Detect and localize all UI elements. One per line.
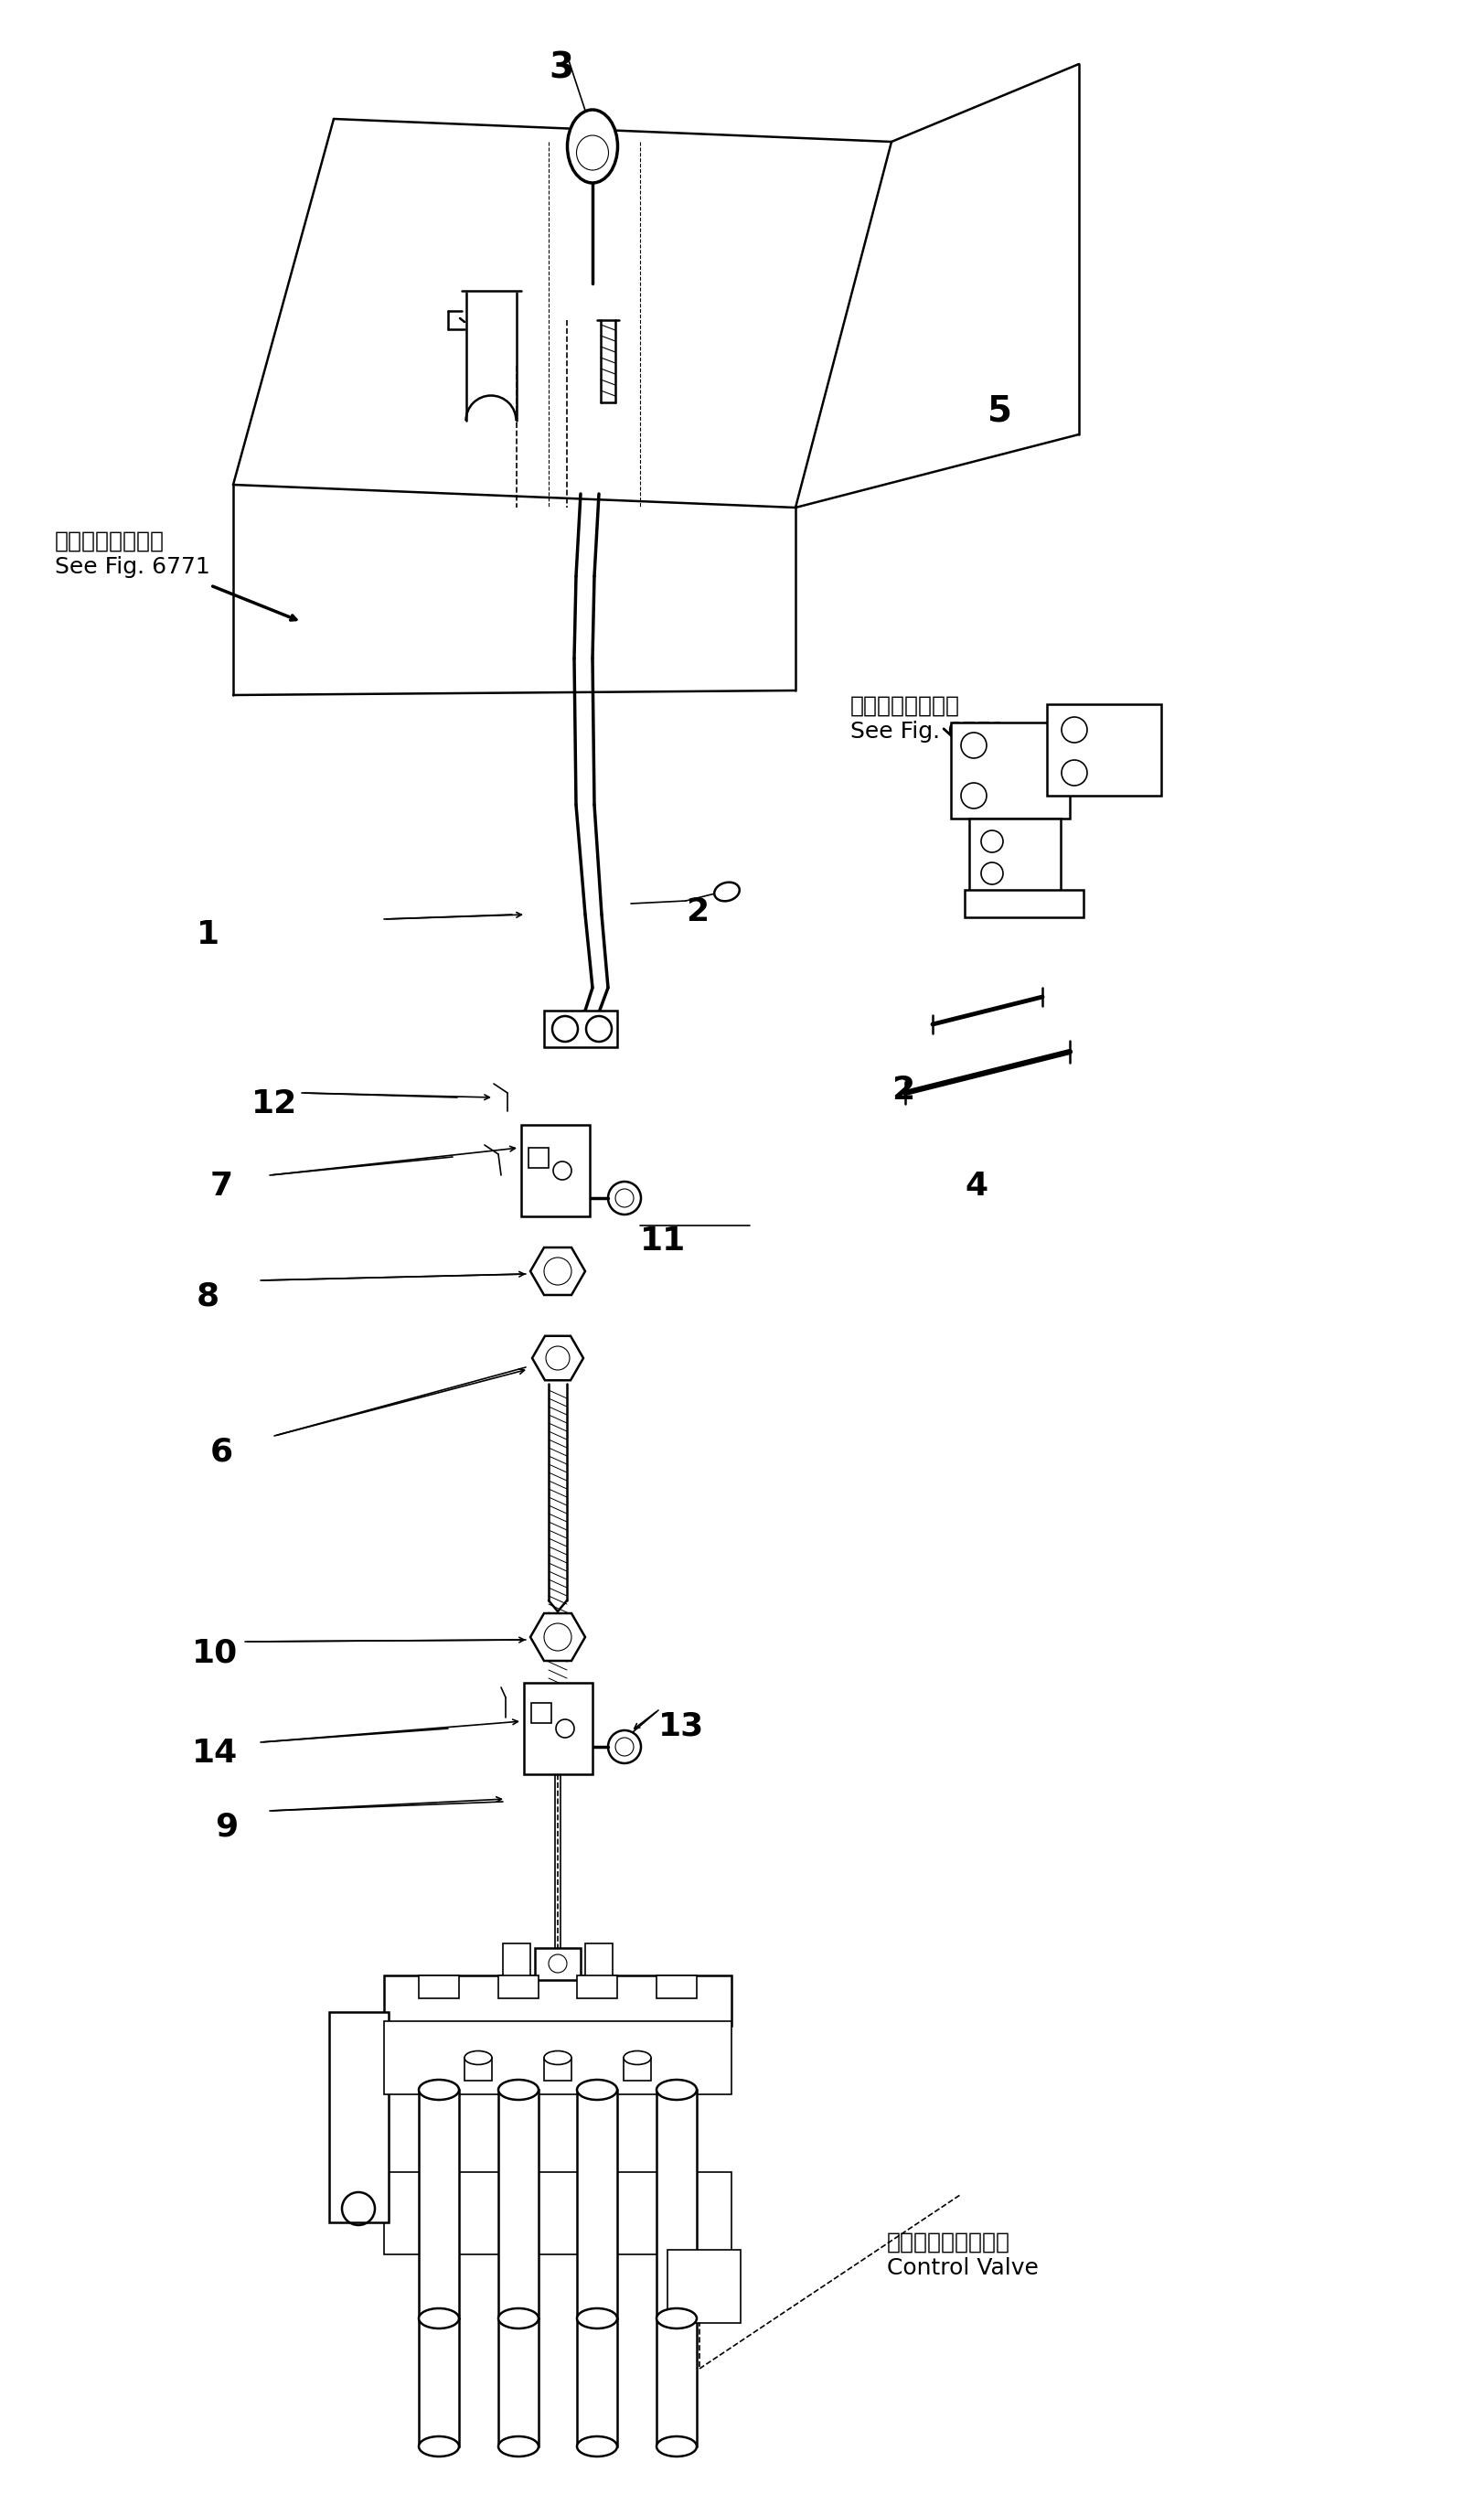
Ellipse shape bbox=[464, 2050, 491, 2065]
Bar bbox=[668, 2250, 741, 2322]
Bar bbox=[384, 2172, 732, 2255]
Bar bbox=[543, 2058, 571, 2080]
Text: 7: 7 bbox=[211, 1170, 233, 1202]
Text: コントロールバルブ
Control Valve: コントロールバルブ Control Valve bbox=[886, 2232, 1037, 2280]
Text: 12: 12 bbox=[251, 1087, 297, 1120]
Bar bbox=[521, 1125, 589, 1217]
Bar bbox=[1046, 703, 1160, 796]
Bar bbox=[329, 2013, 389, 2222]
Ellipse shape bbox=[499, 2437, 539, 2457]
Ellipse shape bbox=[623, 2050, 650, 2065]
Ellipse shape bbox=[567, 110, 617, 182]
Bar bbox=[499, 2319, 539, 2447]
Bar bbox=[577, 2319, 617, 2447]
Bar bbox=[528, 1147, 548, 1167]
Text: 10: 10 bbox=[191, 1636, 237, 1668]
Text: 8: 8 bbox=[196, 1279, 220, 1312]
Text: 9: 9 bbox=[215, 1811, 237, 1843]
Text: 1: 1 bbox=[196, 920, 220, 950]
Bar bbox=[499, 1975, 539, 1998]
Text: 14: 14 bbox=[191, 1738, 237, 1768]
Ellipse shape bbox=[656, 2309, 696, 2329]
Text: 2: 2 bbox=[890, 1075, 914, 1105]
Ellipse shape bbox=[543, 2050, 571, 2065]
Text: 6: 6 bbox=[211, 1437, 233, 1466]
Ellipse shape bbox=[714, 883, 739, 900]
Bar bbox=[418, 2319, 459, 2447]
Bar bbox=[543, 1010, 617, 1047]
Bar bbox=[656, 2319, 696, 2447]
Bar bbox=[623, 2058, 650, 2080]
Bar bbox=[534, 1948, 580, 1980]
Bar bbox=[531, 1703, 551, 1723]
Text: 第６７７１図参照
See Fig. 6771: 第６７７１図参照 See Fig. 6771 bbox=[55, 531, 209, 579]
Ellipse shape bbox=[576, 135, 608, 170]
Bar bbox=[464, 2058, 491, 2080]
Ellipse shape bbox=[656, 2437, 696, 2457]
Bar bbox=[418, 2090, 459, 2319]
Ellipse shape bbox=[418, 2437, 459, 2457]
Bar bbox=[384, 1975, 732, 2025]
Bar bbox=[524, 1683, 592, 1773]
Ellipse shape bbox=[418, 2080, 459, 2100]
Bar bbox=[418, 1975, 459, 1998]
Bar bbox=[656, 1975, 696, 1998]
Ellipse shape bbox=[656, 2080, 696, 2100]
Bar bbox=[577, 2090, 617, 2319]
Ellipse shape bbox=[577, 2309, 617, 2329]
Text: 2: 2 bbox=[686, 895, 708, 928]
Text: 13: 13 bbox=[657, 1711, 703, 1741]
Ellipse shape bbox=[499, 2080, 539, 2100]
Bar bbox=[965, 890, 1083, 918]
Bar bbox=[585, 1943, 613, 1980]
Bar bbox=[969, 818, 1060, 893]
Text: 3: 3 bbox=[548, 50, 573, 85]
Bar bbox=[503, 1943, 530, 1980]
Ellipse shape bbox=[577, 2437, 617, 2457]
Ellipse shape bbox=[577, 2080, 617, 2100]
Bar bbox=[499, 2090, 539, 2319]
Bar bbox=[950, 723, 1068, 818]
Bar bbox=[577, 1975, 617, 1998]
Bar bbox=[384, 2020, 732, 2095]
Text: 第６７７１図参照
See Fig. 6771: 第６７７１図参照 See Fig. 6771 bbox=[850, 696, 1005, 743]
Text: 11: 11 bbox=[640, 1225, 686, 1257]
Text: 5: 5 bbox=[987, 394, 1012, 429]
Text: 4: 4 bbox=[965, 1170, 987, 1202]
Ellipse shape bbox=[418, 2309, 459, 2329]
Ellipse shape bbox=[499, 2309, 539, 2329]
Bar bbox=[656, 2090, 696, 2319]
